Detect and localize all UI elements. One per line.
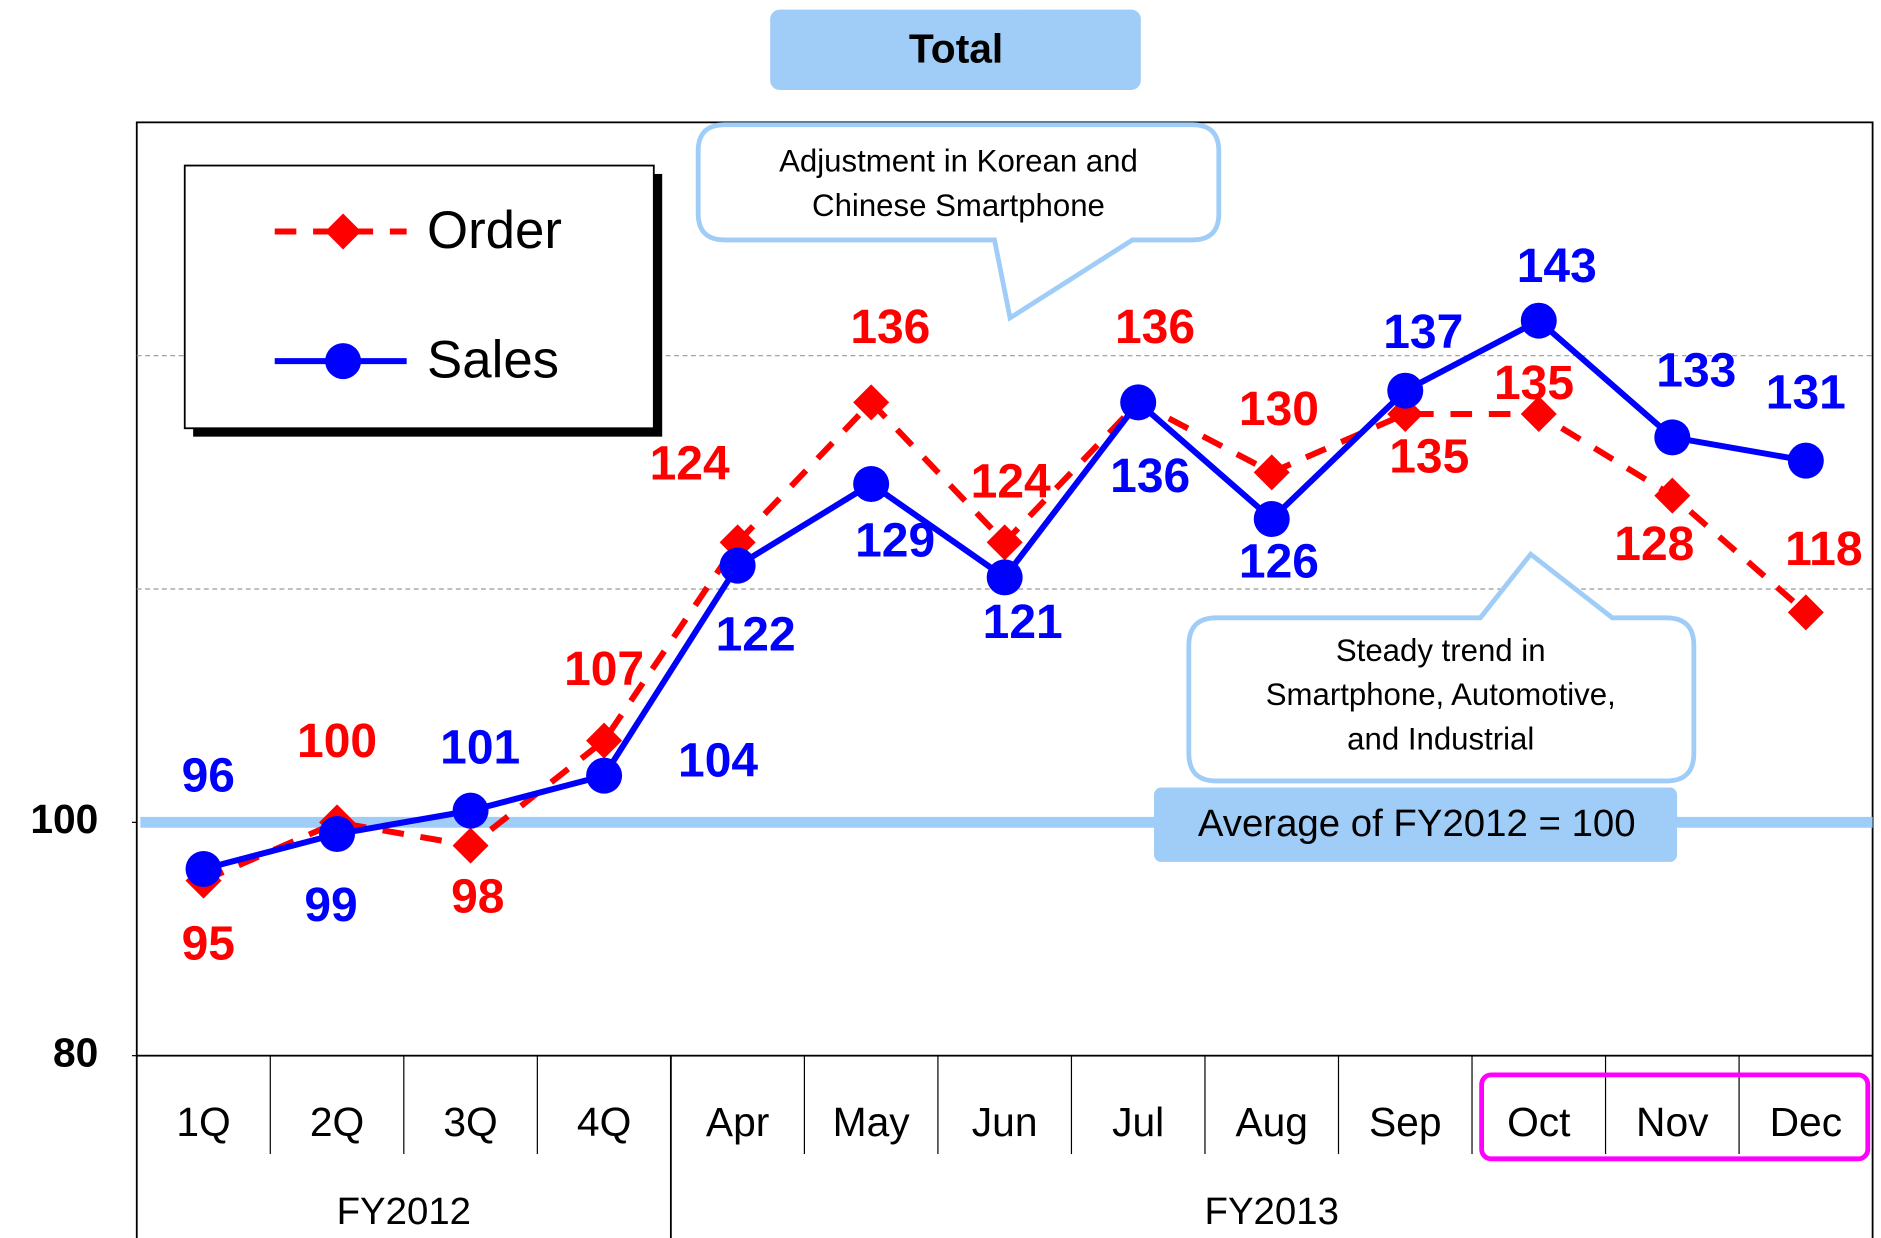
data-label: 121 [983, 596, 1063, 649]
marker [325, 343, 362, 380]
data-label: 107 [564, 643, 644, 696]
data-label: 128 [1614, 518, 1694, 571]
data-label: 124 [971, 455, 1051, 508]
chart-title: Total [909, 25, 1003, 71]
marker [1253, 454, 1290, 491]
data-label: 131 [1766, 367, 1846, 420]
marker [586, 757, 623, 794]
x-tick-label: Jun [972, 1099, 1038, 1145]
marker [185, 851, 222, 887]
reference-label-box [1154, 787, 1678, 862]
reference-label: Average of FY2012 = 100 [1198, 802, 1636, 845]
data-label: 136 [1110, 450, 1190, 503]
annotation-text: Adjustment in Korean and [779, 143, 1138, 178]
marker [1520, 302, 1557, 339]
marker [452, 827, 489, 864]
data-label: 96 [182, 750, 235, 803]
callout [695, 122, 1222, 322]
marker [719, 547, 756, 584]
data-label: 122 [716, 608, 796, 661]
annotation-text: Smartphone, Automotive, [1266, 677, 1616, 712]
marker [319, 816, 356, 852]
marker [1253, 501, 1290, 538]
y-tick-label: 100 [30, 796, 98, 842]
legend [183, 164, 655, 430]
data-label: 133 [1656, 344, 1736, 397]
data-label: 95 [182, 917, 235, 970]
legend-label: Order [427, 201, 562, 260]
data-label: 130 [1239, 383, 1319, 436]
data-label: 136 [850, 301, 930, 354]
marker [853, 384, 890, 421]
data-label: 135 [1494, 357, 1574, 410]
x-tick-label: 2Q [310, 1099, 364, 1145]
marker [1387, 372, 1424, 409]
data-label: 136 [1115, 301, 1195, 354]
data-label: 118 [1785, 523, 1862, 576]
data-label: 101 [440, 721, 520, 774]
annotation-text: and Industrial [1347, 722, 1534, 757]
x-tick-label: Aug [1235, 1099, 1308, 1145]
annotation-text: Chinese Smartphone [812, 188, 1105, 223]
callout [1186, 550, 1697, 784]
data-label: 124 [650, 437, 730, 490]
marker [1654, 477, 1691, 514]
x-tick-label: Sep [1369, 1099, 1442, 1145]
x-tick-label: Jul [1112, 1099, 1164, 1145]
marker [853, 466, 890, 503]
x-tick-label: Dec [1770, 1099, 1842, 1145]
title-box [770, 9, 1141, 90]
data-label: 137 [1383, 306, 1463, 359]
data-label: 129 [855, 515, 935, 568]
marker [586, 722, 623, 759]
data-label: 104 [678, 734, 758, 787]
y-tick-label: 80 [53, 1029, 98, 1075]
x-tick-label: Apr [706, 1099, 769, 1145]
marker [325, 213, 362, 250]
x-tick-label: 3Q [443, 1099, 497, 1145]
group-label: FY2012 [337, 1190, 471, 1233]
x-tick-label: 4Q [577, 1099, 631, 1145]
marker [1787, 442, 1824, 479]
legend-label: Sales [427, 330, 559, 389]
x-tick-label: Nov [1636, 1099, 1709, 1145]
data-label: 100 [297, 715, 377, 768]
x-tick-label: Oct [1507, 1099, 1571, 1145]
data-label: 135 [1389, 430, 1469, 483]
data-label: 98 [451, 870, 504, 923]
group-label: FY2013 [1205, 1190, 1339, 1233]
marker [1120, 384, 1157, 421]
data-label: 99 [304, 879, 357, 932]
data-label: 126 [1239, 535, 1319, 588]
data-label: 143 [1517, 240, 1597, 293]
x-tick-label: 1Q [176, 1099, 230, 1145]
highlight-box [1479, 1072, 1871, 1162]
marker [986, 559, 1023, 596]
marker [452, 792, 489, 829]
x-tick-label: May [833, 1099, 911, 1145]
annotation-text: Steady trend in [1336, 633, 1546, 668]
marker [1654, 419, 1691, 456]
